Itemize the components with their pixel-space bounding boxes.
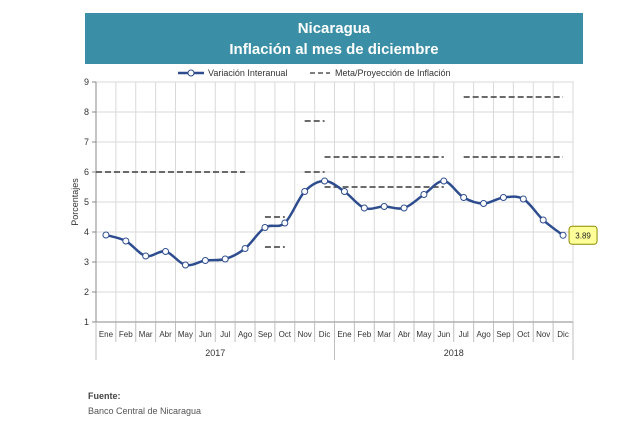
x-tick-label: Mar <box>139 330 153 339</box>
x-group-label: 2017 <box>205 348 225 358</box>
y-tick-label: 6 <box>84 167 89 177</box>
y-axis-label: Porcentajes <box>70 178 80 226</box>
series-point <box>221 255 229 263</box>
series-point <box>499 194 507 201</box>
x-tick-label: Dic <box>557 330 569 339</box>
x-tick-label: Jul <box>459 330 469 339</box>
legend-target-swatch <box>310 72 330 74</box>
chart-title: Nicaragua <box>297 19 371 37</box>
x-tick-label: Ene <box>99 330 114 339</box>
series-point <box>480 200 488 207</box>
series-point <box>559 231 567 239</box>
series-point <box>261 224 269 231</box>
x-tick-label: Mar <box>377 330 391 339</box>
x-tick-label: Abr <box>398 330 411 339</box>
x-tick-label: Ago <box>476 330 491 339</box>
legend-series-swatch <box>178 69 204 77</box>
y-tick-label: 8 <box>84 107 89 117</box>
series-point <box>400 204 408 212</box>
x-group-label: 2018 <box>444 348 464 358</box>
y-tick-label: 4 <box>84 227 89 237</box>
x-tick-label: Feb <box>119 330 133 339</box>
legend-target-label: Meta/Proyección de Inflación <box>335 68 451 78</box>
series-point <box>201 257 209 264</box>
source-label: Fuente: <box>88 391 121 401</box>
data-callout <box>568 225 598 245</box>
series-point <box>539 216 547 224</box>
chart-title-banner: Nicaragua Inflación al mes de diciembre <box>85 13 583 64</box>
x-tick-label: May <box>416 330 431 339</box>
series-point <box>519 195 527 203</box>
legend-item-series: Variación Interanual <box>178 68 287 78</box>
data-callout-label: 3.89 <box>575 231 591 240</box>
series-point <box>181 261 189 269</box>
source-text: Banco Central de Nicaragua <box>88 406 202 416</box>
x-tick-label: Jun <box>437 330 450 339</box>
chart-subtitle: Inflación al mes de diciembre <box>229 40 439 58</box>
series-point <box>460 194 468 201</box>
series-point <box>321 177 329 185</box>
series-point <box>102 231 110 239</box>
x-tick-label: Jul <box>220 330 230 339</box>
x-tick-label: May <box>178 330 193 339</box>
x-tick-label: Ene <box>337 330 352 339</box>
series-point <box>241 245 249 252</box>
series-point <box>301 188 309 195</box>
x-tick-label: Nov <box>298 330 312 339</box>
x-tick-label: Dic <box>319 330 331 339</box>
series-point <box>281 219 289 227</box>
chart-legend: Variación Interanual Meta/Proyección de … <box>0 68 640 82</box>
source-note: Fuente: Banco Central de Nicaragua <box>88 389 201 419</box>
y-tick-label: 9 <box>84 77 89 87</box>
x-tick-label: Ago <box>238 330 253 339</box>
legend-item-target: Meta/Proyección de Inflación <box>309 68 451 78</box>
series-point <box>380 203 388 210</box>
x-tick-label: Abr <box>159 330 172 339</box>
y-tick-label: 1 <box>84 317 89 327</box>
y-tick-label: 5 <box>84 197 89 207</box>
series-point <box>142 252 150 260</box>
x-tick-label: Jun <box>199 330 212 339</box>
x-tick-label: Sep <box>496 330 511 339</box>
series-point <box>440 177 448 185</box>
series-point <box>162 248 170 255</box>
y-tick-label: 7 <box>84 137 89 147</box>
series-point <box>340 188 348 195</box>
y-tick-label: 3 <box>84 257 89 267</box>
series-point <box>360 204 368 212</box>
x-tick-label: Sep <box>258 330 273 339</box>
x-tick-label: Oct <box>279 330 292 339</box>
x-tick-label: Feb <box>357 330 371 339</box>
x-tick-label: Nov <box>536 330 550 339</box>
x-tick-label: Oct <box>517 330 530 339</box>
legend-series-label: Variación Interanual <box>208 68 288 78</box>
series-point <box>420 191 428 198</box>
series-point <box>122 237 130 245</box>
y-tick-label: 2 <box>84 287 89 297</box>
